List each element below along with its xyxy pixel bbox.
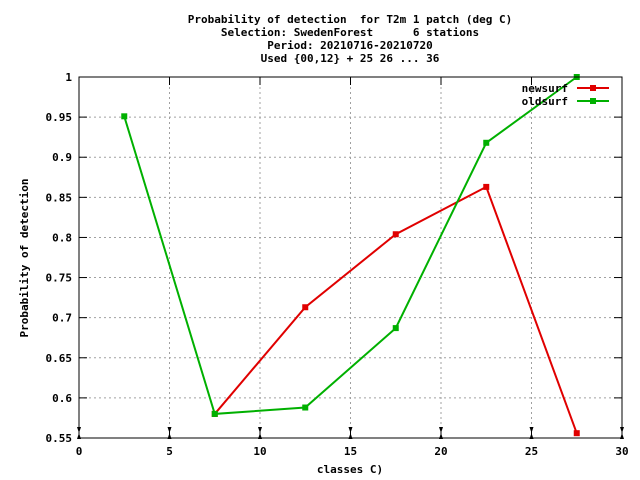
- y-tick-label: 1: [65, 71, 72, 84]
- y-tick-label: 0.8: [52, 231, 72, 244]
- data-point-oldsurf: [483, 139, 490, 146]
- x-axis-marker: [529, 427, 534, 433]
- data-point-newsurf: [483, 183, 490, 190]
- y-axis-label: Probability of detection: [18, 179, 31, 338]
- data-point-newsurf: [392, 231, 399, 238]
- chart-title-line-2: Selection: SwedenForest 6 stations: [221, 26, 479, 39]
- plot-frame: [78, 76, 623, 439]
- x-tick-label: 10: [253, 445, 266, 458]
- legend-label-newsurf: newsurf: [522, 82, 568, 95]
- y-tick-labels: 0.55 0.6 0.65 0.7 0.75 0.8 0.85 0.9 0.95 1: [46, 71, 73, 445]
- y-tick-label: 0.9: [52, 151, 72, 164]
- chart-title-line-1: Probability of detection for T2m 1 patch…: [188, 13, 513, 26]
- data-point-newsurf: [302, 304, 309, 311]
- x-axis-marker: [258, 427, 262, 433]
- chart-title-line-3: Period: 20210716-20210720: [267, 39, 433, 52]
- x-tick-label: 0: [76, 445, 83, 458]
- y-tick-label: 0.65: [46, 352, 73, 365]
- y-tick-label: 0.95: [46, 111, 73, 124]
- y-tick-label: 0.85: [46, 191, 73, 204]
- legend-marker-oldsurf: [590, 98, 596, 104]
- data-point-oldsurf: [302, 404, 309, 411]
- x-tick-labels: 0 5 10 15 20 25 30: [76, 445, 629, 458]
- y-tick-label: 0.6: [52, 392, 72, 405]
- y-tick-label: 0.7: [52, 312, 72, 325]
- data-point-oldsurf: [121, 113, 128, 120]
- series-lines: [121, 74, 580, 437]
- chart-title: Probability of detection for T2m 1 patch…: [188, 13, 513, 65]
- x-tick-label: 25: [525, 445, 538, 458]
- data-point-oldsurf: [392, 325, 399, 332]
- series-line-newsurf: [213, 185, 578, 434]
- data-point-oldsurf: [211, 410, 218, 417]
- y-tick-label: 0.75: [46, 272, 73, 285]
- x-axis-marker: [167, 427, 172, 433]
- x-axis-marker: [348, 427, 353, 433]
- x-tick-label: 20: [434, 445, 447, 458]
- x-axis-marker: [439, 427, 443, 433]
- x-axis-label: classes C): [317, 463, 383, 476]
- grid-lines: [79, 77, 622, 438]
- y-tick-label: 0.55: [46, 432, 73, 445]
- data-point-newsurf: [573, 430, 580, 437]
- series-line-oldsurf: [123, 76, 578, 415]
- x-tick-label: 30: [615, 445, 628, 458]
- legend-marker-newsurf: [590, 85, 596, 91]
- legend-label-oldsurf: oldsurf: [522, 95, 568, 108]
- chart-title-line-4: Used {00,12} + 25 26 ... 36: [261, 52, 440, 65]
- x-tick-label: 5: [166, 445, 173, 458]
- x-tick-label: 15: [344, 445, 357, 458]
